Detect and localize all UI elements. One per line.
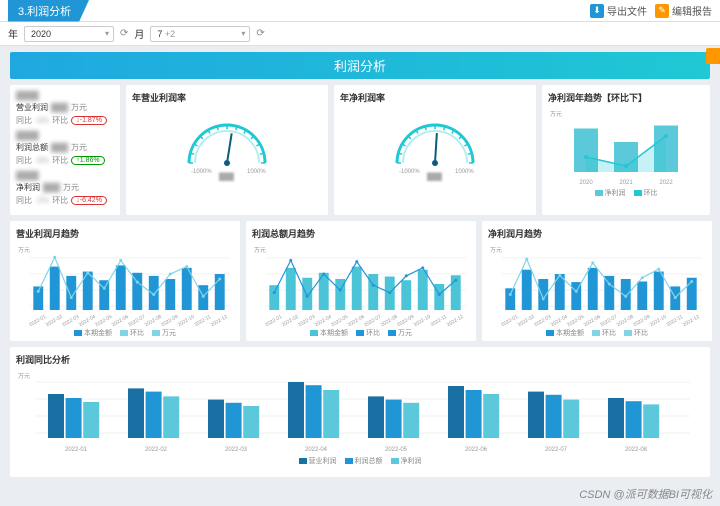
edit-button[interactable]: ✎ 编辑报告 [655,3,712,18]
svg-text:万元: 万元 [550,111,562,118]
refresh-icon[interactable]: ⟳ [256,28,264,39]
kpi-panel: ████ 营业利润███万元 同比-6%环比↓-1.87% ████ 利润总额█… [10,85,120,215]
row-1: ████ 营业利润███万元 同比-6%环比↓-1.87% ████ 利润总额█… [10,85,710,215]
svg-text:2022-08: 2022-08 [625,447,648,453]
svg-text:2022: 2022 [659,180,673,186]
download-icon: ⬇ [590,4,604,18]
month-trend-1: 利润总额月趋势 万元 2022-012022-022022-032022-042… [246,221,476,341]
year-trend: 净利润年趋势【环比下】 万元 202020212022 净利润环比 [542,85,710,215]
svg-text:-1000%: -1000% [191,169,212,175]
side-tab[interactable] [706,48,720,64]
chart-svg: 万元 2022-012022-022022-032022-042022-0520… [488,244,706,326]
row-3: 利润同比分析 万元 2022-012022-022022-032022-0420… [10,347,710,477]
svg-text:1000%: 1000% [455,169,474,175]
svg-text:万元: 万元 [18,373,30,380]
svg-text:2022-03: 2022-03 [225,447,248,453]
dashboard: 利润分析 ████ 营业利润███万元 同比-6%环比↓-1.87% ████ … [0,46,720,489]
month-trend-0: 营业利润月趋势 万元 2022-012022-022022-032022-042… [10,221,240,341]
svg-text:2022-04: 2022-04 [305,447,328,453]
page-title: 3.利润分析 [8,0,89,22]
svg-text:2022-12: 2022-12 [446,314,465,326]
export-button[interactable]: ⬇ 导出文件 [590,3,647,18]
svg-text:万元: 万元 [254,247,266,254]
svg-text:2022-05: 2022-05 [385,447,408,453]
month-label: 月 [134,26,144,41]
chart-svg: 万元 2022-01 2022-02 2022-03 2022-04 2022-05 20… [16,370,696,454]
year-select[interactable]: 2020 [24,26,114,42]
svg-text:2022-02: 2022-02 [145,447,168,453]
svg-text:2022-12: 2022-12 [682,314,701,326]
gauge-operating: 年营业利润率 -1000% 1000% ███ [126,85,328,215]
svg-text:万元: 万元 [18,247,30,254]
svg-text:2021: 2021 [619,180,633,186]
svg-text:2022-01: 2022-01 [65,447,88,453]
month-trend-2: 净利润月趋势 万元 2022-012022-022022-032022-0420… [482,221,712,341]
gauge-svg: -1000% 1000% ███ [380,113,490,198]
watermark: CSDN @派可数据BI可视化 [579,486,712,502]
svg-text:2020: 2020 [579,180,593,186]
row-2: 营业利润月趋势 万元 2022-012022-022022-032022-042… [10,221,710,341]
topbar: 3.利润分析 ⬇ 导出文件 ✎ 编辑报告 [0,0,720,22]
chart-svg: 万元 2022-012022-022022-032022-042022-0520… [16,244,234,326]
edit-icon: ✎ [655,4,669,18]
chart-svg: 万元 2020 2021 2022 [548,108,704,186]
svg-text:2022-06: 2022-06 [465,447,488,453]
svg-text:███: ███ [427,172,442,182]
year-label: 年 [8,26,18,41]
banner-title: 利润分析 [10,52,710,79]
compare-chart: 利润同比分析 万元 2022-012022-022022-032022-0420… [10,347,710,477]
month-select[interactable]: 7 +2 [150,26,250,42]
svg-text:万元: 万元 [490,247,502,254]
svg-text:2022-12: 2022-12 [210,314,229,326]
gauge-net: 年净利润率 -1000% 1000% ███ [334,85,536,215]
svg-text:-1000%: -1000% [399,169,420,175]
refresh-icon[interactable]: ⟳ [120,28,128,39]
svg-text:1000%: 1000% [247,169,266,175]
gauge-svg: -1000% 1000% ███ [172,113,282,198]
svg-text:███: ███ [219,172,234,182]
filter-bar: 年 2020 ⟳ 月 7 +2 ⟳ [0,22,720,46]
chart-svg: 万元 2022-012022-022022-032022-042022-0520… [252,244,470,326]
svg-text:2022-07: 2022-07 [545,447,568,453]
